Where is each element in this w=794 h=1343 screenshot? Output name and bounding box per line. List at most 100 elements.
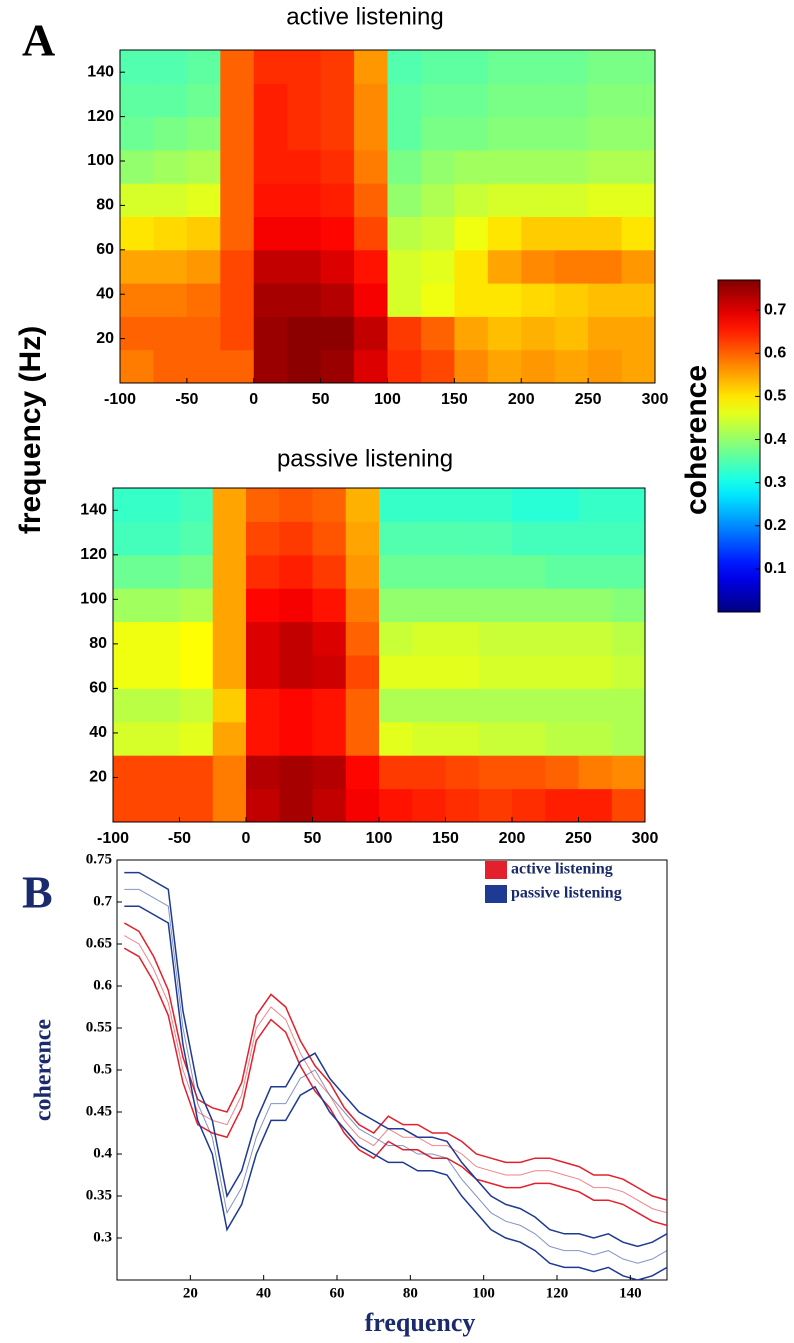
- heatmap-cell: [212, 721, 247, 756]
- plot-frame: [116, 859, 668, 1281]
- heatmap-cell: [420, 316, 455, 351]
- heatmap-cell: [554, 83, 589, 118]
- y-tick-label: 80: [89, 635, 107, 652]
- heatmap-cell: [512, 788, 546, 823]
- heatmap-cell: [554, 116, 589, 151]
- heatmap-cell: [253, 349, 288, 384]
- heatmap-cell: [611, 521, 646, 556]
- heatmap-cell: [387, 216, 422, 251]
- heatmap-cell: [312, 488, 347, 522]
- heatmap-cell: [487, 149, 522, 184]
- heatmap-cell: [279, 788, 313, 823]
- heatmap-cell: [113, 755, 147, 790]
- heatmap-cell: [445, 755, 480, 790]
- heatmap-cell: [478, 621, 513, 656]
- heatmap-cell: [287, 216, 322, 251]
- heatmap-cell: [554, 50, 589, 84]
- y-tick-label: 140: [87, 63, 114, 80]
- heatmap-cell: [578, 488, 613, 522]
- heatmap-cell: [312, 688, 347, 723]
- heatmap-cell: [354, 216, 388, 251]
- heatmap-cell: [120, 50, 154, 84]
- heatmap-cell: [345, 788, 380, 823]
- heatmap-cell: [521, 149, 556, 184]
- heatmap-cell: [588, 83, 623, 118]
- heatmap-cell: [220, 316, 255, 351]
- heatmap-cell: [186, 183, 221, 217]
- heatmap-cell: [379, 488, 413, 522]
- heatmap-cell: [120, 183, 154, 217]
- heatmap-cell: [379, 554, 413, 589]
- heatmap-cell: [220, 50, 255, 84]
- heatmap-cell: [320, 50, 355, 84]
- heatmap-cell: [487, 116, 522, 151]
- colorbar-tick-label: 0.6: [764, 345, 786, 362]
- x-tick-label: 200: [499, 830, 526, 847]
- y-tick-label: 120: [87, 108, 114, 125]
- heatmap-cell: [478, 521, 513, 556]
- heatmap-cell: [521, 183, 556, 217]
- heatmap-cell: [512, 755, 546, 790]
- heatmap-cell: [113, 621, 147, 656]
- heatmap-cell: [179, 554, 214, 589]
- heatmap-cell: [212, 688, 247, 723]
- heatmap-cell: [387, 316, 422, 351]
- heatmap-cell: [611, 621, 646, 656]
- heatmap-cell: [179, 721, 214, 756]
- heatmap-cell: [478, 721, 513, 756]
- heatmap-cell: [588, 50, 623, 84]
- heatmap-cell: [120, 149, 154, 184]
- heatmap-cell: [445, 655, 480, 689]
- heatmap-cell: [220, 349, 255, 384]
- heatmap-cell: [320, 249, 355, 284]
- heatmap-cell: [220, 116, 255, 151]
- heatmap-cell: [420, 50, 455, 84]
- heatmap-cell: [153, 83, 188, 118]
- heatmap-cell: [554, 316, 589, 351]
- x-tick-label: -50: [175, 391, 198, 408]
- heatmap-cell: [445, 554, 480, 589]
- heatmap-cell: [521, 249, 556, 284]
- heatmap-cell: [312, 521, 347, 556]
- heatmap-cell: [113, 688, 147, 723]
- x-tick-label: -100: [104, 391, 136, 408]
- heatmap-cell: [521, 116, 556, 151]
- heatmap-cell: [521, 83, 556, 118]
- x-tick-label: 80: [403, 1285, 418, 1301]
- x-tick-label: 200: [508, 391, 535, 408]
- legend-swatch: [485, 861, 507, 879]
- heatmap-cell: [179, 588, 214, 623]
- heatmap-cell: [379, 655, 413, 689]
- heatmap-cell: [379, 588, 413, 623]
- heatmap-cell: [120, 116, 154, 151]
- y-axis-label: frequency (Hz): [14, 326, 47, 534]
- heatmap-cell: [412, 588, 446, 623]
- heatmap-cell: [320, 149, 355, 184]
- heatmap-cell: [487, 316, 522, 351]
- y-tick-label: 60: [96, 241, 114, 258]
- heatmap-cell: [320, 316, 355, 351]
- heatmap-cell: [253, 50, 288, 84]
- heatmap-cell: [146, 655, 180, 689]
- series-line: [124, 888, 667, 1264]
- heatmap-cell: [312, 588, 347, 623]
- heatmap-cell: [545, 521, 579, 556]
- heatmap-cell: [387, 83, 422, 118]
- heatmap-cell: [478, 788, 513, 823]
- x-tick-label: 100: [374, 391, 401, 408]
- heatmap-cell: [345, 554, 380, 589]
- heatmap-cell: [320, 283, 355, 317]
- y-tick-label: 0.5: [93, 1061, 112, 1077]
- heatmap-cell: [146, 688, 180, 723]
- colorbar-tick-label: 0.4: [764, 431, 786, 448]
- y-tick-label: 20: [89, 769, 107, 786]
- x-tick-label: 50: [304, 830, 322, 847]
- heatmap-cell: [113, 788, 147, 823]
- heatmap-cell: [287, 249, 322, 284]
- heatmap-cell: [412, 721, 446, 756]
- heatmap-cell: [279, 588, 313, 623]
- series-line: [123, 922, 667, 1201]
- heatmap-cell: [220, 216, 255, 251]
- heatmap-cell: [212, 488, 247, 522]
